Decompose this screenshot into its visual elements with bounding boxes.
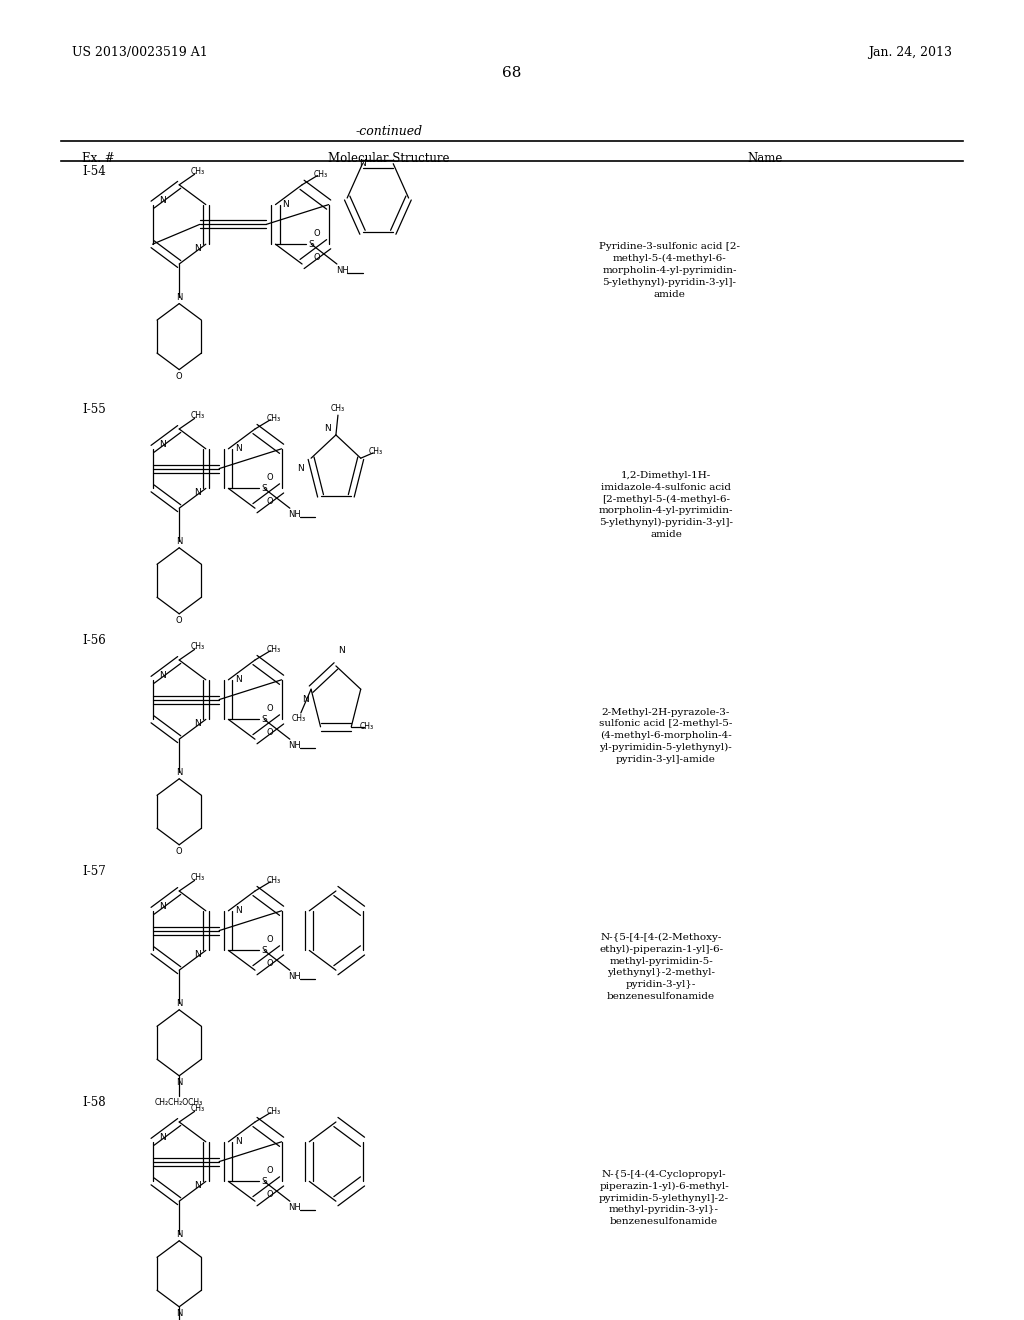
- Text: NH: NH: [289, 1204, 301, 1212]
- Text: 68: 68: [503, 66, 521, 81]
- Text: I-58: I-58: [82, 1096, 105, 1109]
- Text: O: O: [266, 1167, 272, 1175]
- Text: NH: NH: [289, 742, 301, 750]
- Text: N: N: [176, 999, 182, 1007]
- Text: S: S: [261, 484, 267, 492]
- Text: O: O: [266, 960, 272, 968]
- Text: N: N: [236, 907, 242, 915]
- Text: CH₃: CH₃: [266, 1107, 281, 1115]
- Text: CH₃: CH₃: [331, 404, 345, 413]
- Text: O: O: [266, 705, 272, 713]
- Text: Pyridine-3-sulfonic acid [2-
methyl-5-(4-methyl-6-
morpholin-4-yl-pyrimidin-
5-y: Pyridine-3-sulfonic acid [2- methyl-5-(4…: [599, 243, 740, 298]
- Text: S: S: [308, 240, 314, 248]
- Text: N: N: [325, 424, 331, 433]
- Text: O: O: [313, 230, 319, 238]
- Text: Jan. 24, 2013: Jan. 24, 2013: [868, 46, 952, 59]
- Text: N: N: [160, 441, 166, 449]
- Text: N: N: [160, 1134, 166, 1142]
- Text: N: N: [176, 293, 182, 301]
- Text: I-55: I-55: [82, 403, 105, 416]
- Text: Ex. #: Ex. #: [82, 152, 115, 165]
- Text: CH₃: CH₃: [359, 722, 374, 731]
- Text: N: N: [176, 768, 182, 776]
- Text: NH: NH: [336, 267, 348, 275]
- Text: O: O: [266, 1191, 272, 1199]
- Text: I-54: I-54: [82, 165, 105, 178]
- Text: N: N: [236, 676, 242, 684]
- Text: O: O: [266, 498, 272, 506]
- Text: N: N: [160, 903, 166, 911]
- Text: N: N: [236, 1138, 242, 1146]
- Text: 2-Methyl-2H-pyrazole-3-
sulfonic acid [2-methyl-5-
(4-methyl-6-morpholin-4-
yl-p: 2-Methyl-2H-pyrazole-3- sulfonic acid [2…: [599, 708, 732, 764]
- Text: S: S: [261, 1177, 267, 1185]
- Text: N: N: [176, 537, 182, 545]
- Text: N: N: [195, 950, 201, 958]
- Text: NH: NH: [289, 511, 301, 519]
- Text: S: S: [261, 946, 267, 954]
- Text: 1,2-Dimethyl-1H-
imidazole-4-sulfonic acid
[2-methyl-5-(4-methyl-6-
morpholin-4-: 1,2-Dimethyl-1H- imidazole-4-sulfonic ac…: [599, 471, 733, 539]
- Text: N: N: [338, 645, 344, 655]
- Text: N: N: [302, 696, 309, 705]
- Text: Molecular Structure: Molecular Structure: [329, 152, 450, 165]
- Text: N: N: [176, 1309, 182, 1317]
- Text: O: O: [266, 936, 272, 944]
- Text: N: N: [176, 1078, 182, 1086]
- Text: N: N: [176, 1230, 182, 1238]
- Text: CH₃: CH₃: [190, 874, 205, 882]
- Text: Name: Name: [748, 152, 783, 165]
- Text: N: N: [195, 1181, 201, 1189]
- Text: N: N: [359, 160, 366, 168]
- Text: O: O: [313, 253, 319, 261]
- Text: CH₃: CH₃: [266, 876, 281, 884]
- Text: N-{5-[4-[4-(2-Methoxy-
ethyl)-piperazin-1-yl]-6-
methyl-pyrimidin-5-
ylethynyl}-: N-{5-[4-[4-(2-Methoxy- ethyl)-piperazin-…: [599, 933, 723, 1001]
- Text: N-{5-[4-(4-Cyclopropyl-
piperazin-1-yl)-6-methyl-
pyrimidin-5-ylethynyl]-2-
meth: N-{5-[4-(4-Cyclopropyl- piperazin-1-yl)-…: [599, 1170, 729, 1226]
- Text: N: N: [195, 244, 201, 252]
- Text: CH₂CH₂OCH₃: CH₂CH₂OCH₃: [155, 1098, 204, 1106]
- Text: N: N: [283, 201, 289, 209]
- Text: N: N: [297, 465, 304, 474]
- Text: N: N: [195, 719, 201, 727]
- Text: CH₃: CH₃: [313, 170, 328, 178]
- Text: N: N: [236, 445, 242, 453]
- Text: N: N: [195, 488, 201, 496]
- Text: NH: NH: [289, 973, 301, 981]
- Text: CH₃: CH₃: [190, 412, 205, 420]
- Text: CH₃: CH₃: [190, 643, 205, 651]
- Text: O: O: [176, 616, 182, 624]
- Text: US 2013/0023519 A1: US 2013/0023519 A1: [72, 46, 208, 59]
- Text: CH₃: CH₃: [190, 168, 205, 176]
- Text: O: O: [176, 372, 182, 380]
- Text: N: N: [160, 672, 166, 680]
- Text: CH₃: CH₃: [190, 1105, 205, 1113]
- Text: -continued: -continued: [355, 125, 423, 139]
- Text: N: N: [160, 197, 166, 205]
- Text: O: O: [266, 474, 272, 482]
- Text: CH₃: CH₃: [369, 447, 383, 457]
- Text: CH₃: CH₃: [266, 414, 281, 422]
- Text: CH₃: CH₃: [266, 645, 281, 653]
- Text: I-56: I-56: [82, 634, 105, 647]
- Text: I-57: I-57: [82, 865, 105, 878]
- Text: O: O: [266, 729, 272, 737]
- Text: S: S: [261, 715, 267, 723]
- Text: O: O: [176, 847, 182, 855]
- Text: CH₃: CH₃: [292, 714, 306, 723]
